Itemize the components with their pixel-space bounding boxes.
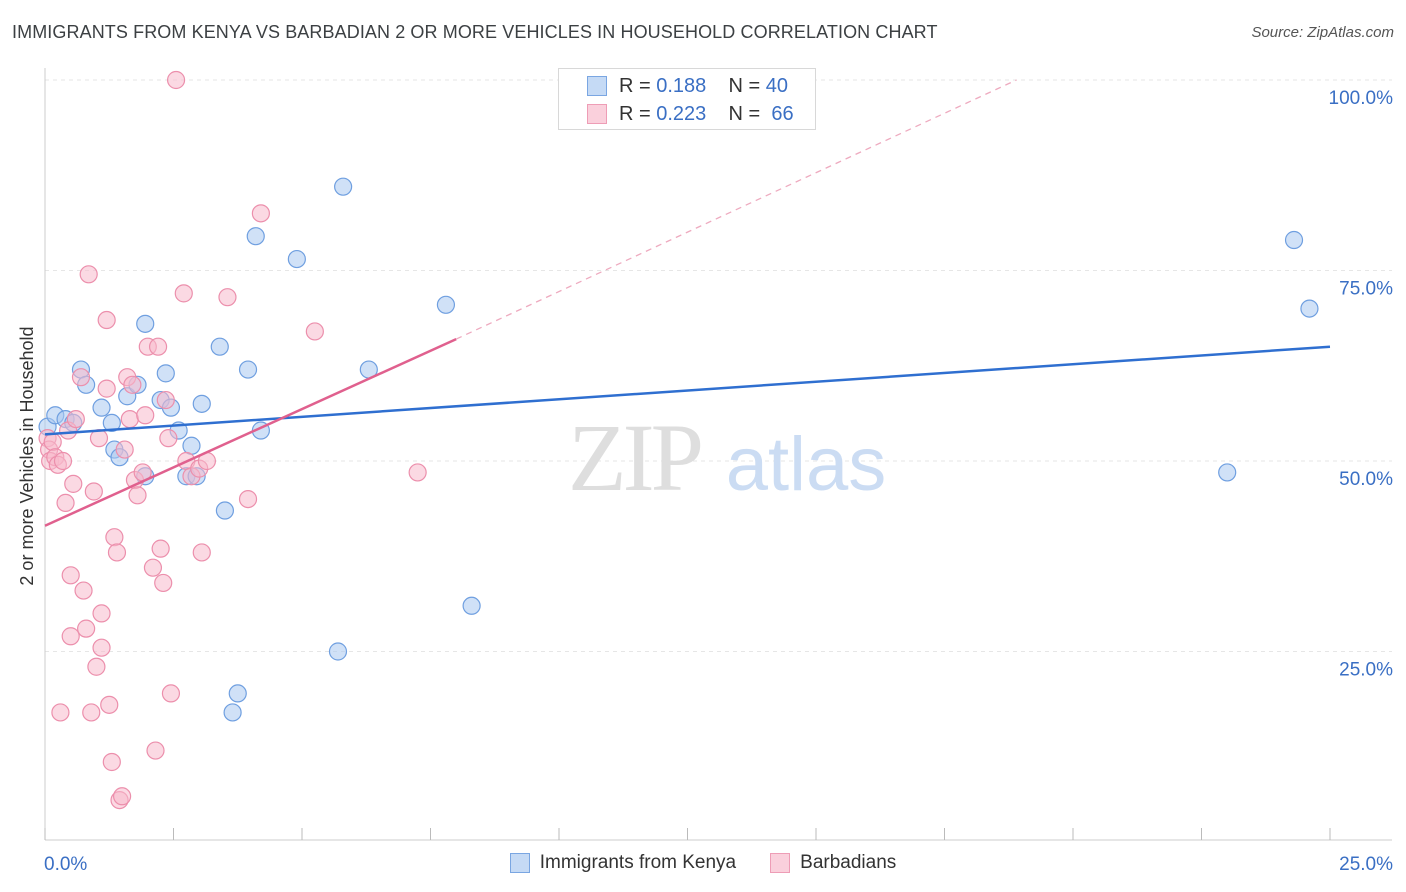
kenya-stats: R = 0.188 N = 40 [619,74,789,97]
barbadian-point-39 [136,406,155,425]
barbadian-point-19 [84,482,103,501]
barbadian-point-34 [120,409,139,429]
kenya-point-13 [136,314,155,333]
barbadian-point-7 [53,451,73,471]
watermark: ZIP atlas [568,404,886,511]
trend-lines [44,79,1331,527]
barbadian-point-54 [192,543,211,562]
barbadian-point-15 [74,581,93,600]
kenya-trend-line [44,345,1331,436]
barbadian-point-60 [408,463,427,482]
barbadian-point-28 [105,528,124,547]
barbadian-point-42 [146,741,165,760]
chart-title: IMMIGRANTS FROM KENYA VS BARBADIAN 2 OR … [12,22,938,42]
barbadian-point-22 [92,604,111,623]
barbadian-point-12 [64,474,83,493]
y-tick-label-3: 100.0% [1329,88,1394,109]
legend-barbadian-swatch [770,853,791,873]
watermark-atlas: atlas [726,422,887,507]
y-tick-label-2: 75.0% [1339,279,1393,300]
barbadian-point-18 [82,703,101,722]
barbadian-point-43 [148,337,168,356]
kenya-point-7 [102,413,121,432]
barbadian-point-27 [102,752,121,772]
barbadian-trend-extension [455,79,1017,340]
barbadian-point-8 [56,493,75,513]
legend-item-barbadian: Barbadians [770,852,896,874]
legend-kenya-label: Immigrants from Kenya [539,852,737,873]
barbadian-point-46 [156,390,175,410]
barbadian-point-11 [61,566,80,585]
kenya-point-24 [223,703,242,722]
series-legend: Immigrants from Kenya Barbadians [0,852,1406,874]
barbadian-point-14 [71,368,91,387]
barbadian-point-26 [100,695,119,714]
source-label: Source: ZipAtlas.com [1251,24,1394,41]
barbadian-point-49 [166,70,186,90]
barbadian-point-13 [66,409,85,429]
barbadian-trend-line [44,337,457,527]
y-axis-label: 2 or more Vehicles in Household [17,326,37,585]
barbadian-stats: R = 0.223 N = 66 [619,102,794,125]
barbadian-point-3 [43,432,62,452]
kenya-point-31 [334,177,353,196]
barbadian-point-32 [115,440,134,459]
barbadian-point-41 [143,558,163,577]
barbadian-points [38,70,427,810]
barbadian-point-31 [112,787,132,806]
watermark-zip: ZIP [568,404,701,511]
kenya-point-34 [462,596,481,615]
x-tick-label-1: 25.0% [1339,854,1393,875]
barbadian-swatch [587,104,607,124]
tick-labels: 25.0% 50.0% 75.0% 100.0% 0.0% 25.0% [44,88,1393,875]
barbadian-point-25 [97,310,116,330]
barbadian-point-29 [107,543,127,562]
kenya-swatch [587,76,607,96]
kenya-point-27 [246,227,265,246]
x-tick-label-0: 0.0% [44,854,87,875]
y-tick-label-0: 25.0% [1339,660,1393,681]
gridlines [45,79,1392,652]
legend-item-kenya: Immigrants from Kenya [509,852,737,874]
kenya-point-6 [92,398,111,417]
barbadian-point-48 [161,684,181,703]
kenya-point-29 [287,249,306,269]
barbadian-point-59 [305,322,324,341]
barbadian-point-58 [251,204,270,223]
barbadian-point-44 [151,539,170,558]
kenya-point-33 [436,295,456,314]
kenya-point-23 [215,501,234,520]
barbadian-point-24 [97,379,116,398]
kenya-point-26 [238,360,258,379]
legend-kenya-swatch [509,853,530,873]
kenya-point-22 [210,337,229,356]
barbadian-point-35 [123,375,142,394]
kenya-point-30 [328,642,348,661]
barbadian-point-50 [174,284,193,303]
barbadian-point-56 [218,288,237,307]
kenya-point-15 [156,364,175,383]
kenya-point-35 [1218,463,1237,482]
y-tick-label-1: 50.0% [1339,469,1393,490]
axes [44,68,1392,841]
kenya-point-36 [1284,230,1304,250]
barbadian-point-16 [77,619,96,638]
barbadian-point-6 [51,703,70,722]
correlation-legend: R = 0.188 N = 40 R = 0.223 N = 66 [558,68,816,130]
kenya-point-19 [182,436,201,455]
barbadian-point-45 [154,573,173,593]
barbadian-point-17 [79,265,98,284]
barbadian-point-23 [92,638,111,657]
barbadian-point-20 [87,657,106,676]
kenya-point-25 [228,684,247,703]
kenya-point-21 [192,394,211,413]
kenya-point-37 [1300,299,1319,318]
barbadian-point-10 [61,627,80,646]
barbadian-point-37 [128,486,147,505]
legend-barbadian-label: Barbadians [800,852,897,873]
barbadian-point-57 [238,490,258,509]
barbadian-point-47 [159,429,178,448]
